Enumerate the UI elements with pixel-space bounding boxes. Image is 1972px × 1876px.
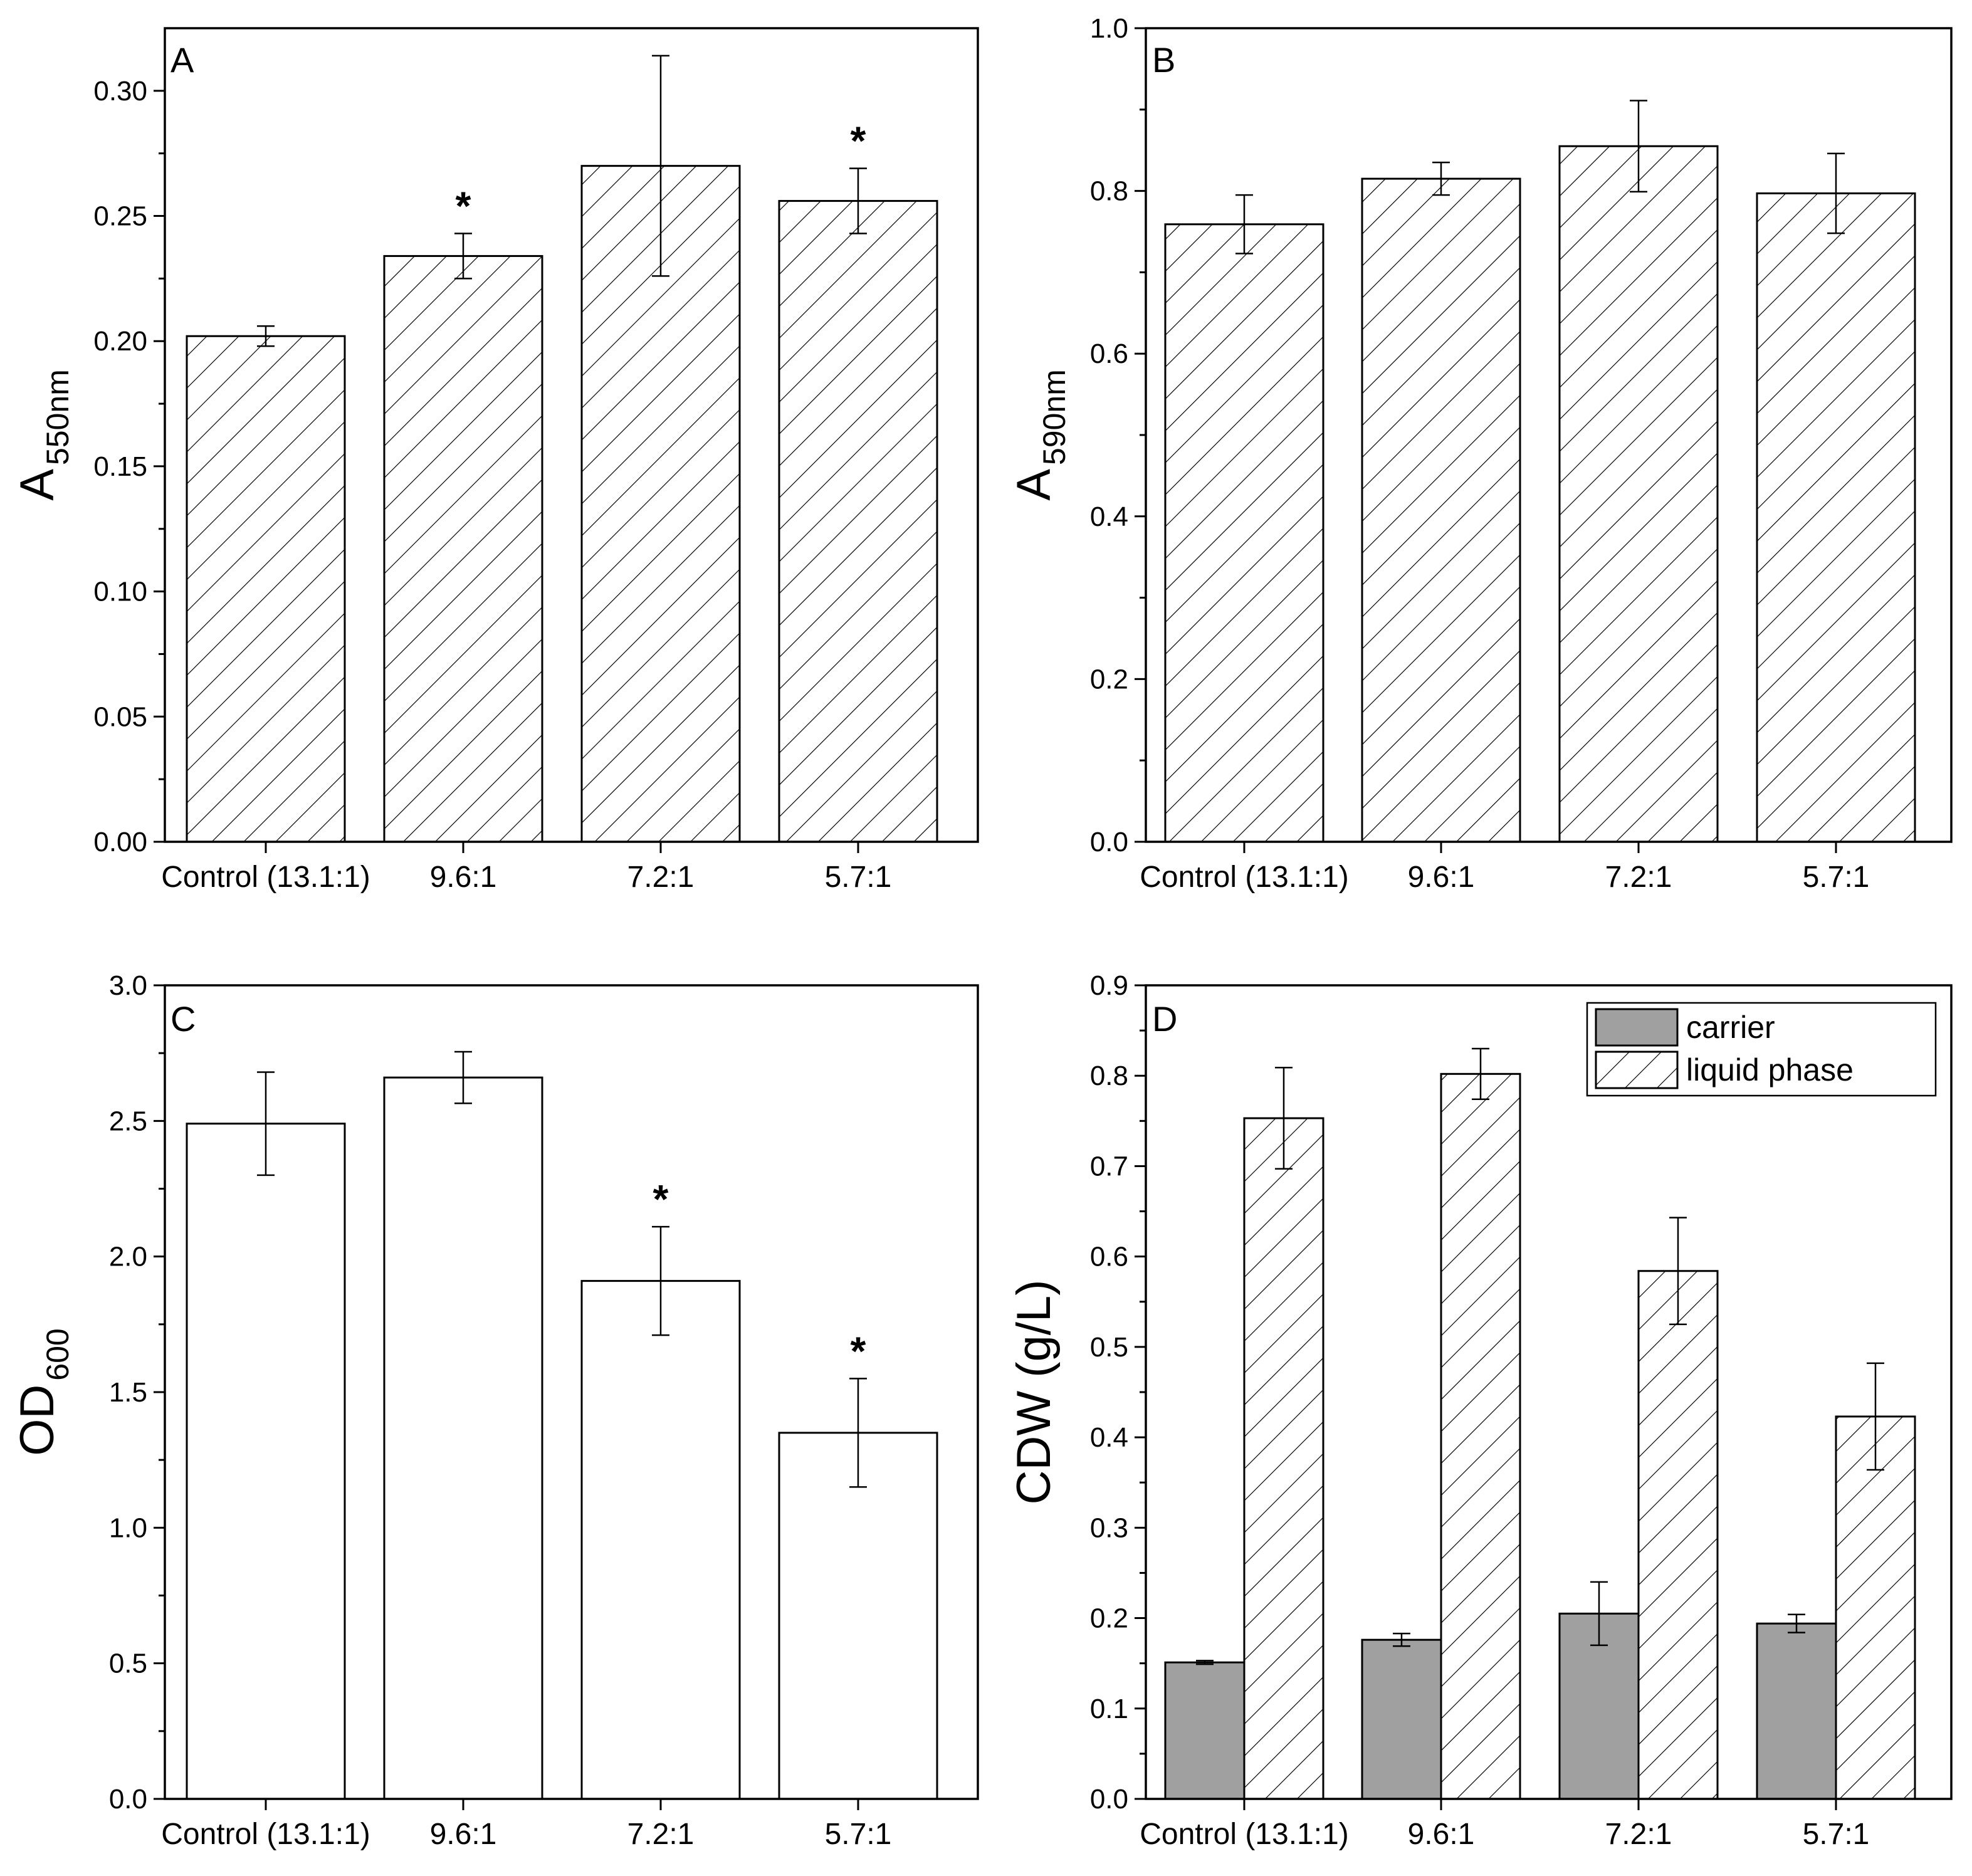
panel-b-ytick-label-5: 0.8 (1090, 176, 1128, 207)
panel-d-category-label-4: 5.7:1 (1803, 1818, 1870, 1851)
panel-b-category-label-1: Control (13.1:1) (1140, 861, 1349, 894)
panel-b-bar-a590nm-3 (1558, 145, 1719, 843)
panel-c-ytick-label-6: 2.5 (109, 1106, 147, 1136)
panel-c-ytick-label-3: 1.0 (109, 1512, 147, 1543)
panel-c-category-label-2: 9.6:1 (430, 1818, 497, 1851)
panel-c-category-label-4: 5.7:1 (825, 1818, 892, 1851)
panel-c-ytick-label-1: 0.0 (109, 1784, 147, 1815)
panel-c-ytick-label-5: 2.0 (109, 1242, 147, 1272)
panel-c-chart: * * 0.0 0.5 1.0 1.5 2.0 2.5 3.0 Control (13.1:1) 9… (11, 970, 979, 1851)
panel-a-plot-frame (164, 27, 979, 843)
panel-c-ytick-label-2: 0.5 (109, 1648, 147, 1679)
panel-b-category-label-2: 9.6:1 (1408, 861, 1475, 894)
panel-d-ytick-label-5: 0.4 (1090, 1422, 1128, 1453)
panel-a-category-label-2: 9.6:1 (430, 861, 497, 894)
panel-a-category-label-1: Control (13.1:1) (161, 861, 370, 894)
panel-b-ytick-label-6: 1.0 (1090, 13, 1128, 44)
panel-d-ytick-label-7: 0.6 (1090, 1242, 1128, 1272)
panel-a-ytick-label-6: 0.25 (93, 201, 147, 232)
panel-c-bar-od600-1 (186, 1123, 346, 1800)
panel-d-bar-liquid-phase-4 (1835, 1415, 1916, 1800)
panel-a-significance-star-2: * (851, 118, 866, 164)
panel-a-category-label-4: 5.7:1 (825, 861, 892, 894)
panel-b-ytick-label-2: 0.2 (1090, 664, 1128, 694)
panel-d-bar-liquid-phase-2 (1440, 1072, 1521, 1800)
panel-d-ytick-label-4: 0.3 (1090, 1512, 1128, 1543)
panel-d-ytick-label-9: 0.8 (1090, 1061, 1128, 1091)
panel-b-ytick-label-1: 0.0 (1090, 827, 1128, 857)
panel-c-y-axis-title: OD 600 (11, 1328, 75, 1455)
panel-c-bar-od600-4 (778, 1432, 938, 1800)
panel-d-bar-liquid-phase-3 (1637, 1270, 1719, 1800)
panel-d-ytick-label-10: 0.9 (1090, 970, 1128, 1001)
panel-c-significance-star-2: * (851, 1328, 866, 1373)
panel-d-ytick-label-2: 0.1 (1090, 1694, 1128, 1724)
panel-a-y-axis-title-subscript: 550nm (40, 369, 75, 465)
panel-d-category-label-2: 9.6:1 (1408, 1818, 1475, 1851)
panel-b-y-axis-title-subscript: 590nm (1037, 369, 1072, 465)
panel-b-bar-a590nm-4 (1756, 192, 1916, 843)
panel-d-category-label-3: 7.2:1 (1605, 1818, 1672, 1851)
panel-d-ytick-label-1: 0.0 (1090, 1784, 1128, 1815)
panel-a-ytick-label-1: 0.00 (93, 827, 147, 857)
panel-b-category-label-3: 7.2:1 (1605, 861, 1672, 894)
panel-a-ytick-label-7: 0.30 (93, 76, 147, 107)
panel-d-category-label-1: Control (13.1:1) (1140, 1818, 1349, 1851)
panel-c-significance-star-1: * (653, 1176, 669, 1222)
panel-c-y-axis-title-main: OD (11, 1385, 64, 1456)
panel-c-bar-od600-2 (383, 1076, 543, 1800)
panel-b-letter: B (1152, 40, 1175, 80)
panel-a-y-axis-title: A 550nm (11, 369, 75, 501)
panel-d-chart: 0.0 0.1 0.2 0.3 0.4 0.5 0.6 0.7 0.8 0.9 Control (1… (1007, 970, 1953, 1851)
panel-b-bar-a590nm-1 (1164, 223, 1324, 843)
panel-d-letter: D (1152, 999, 1177, 1039)
panel-d-legend-label-1: carrier (1686, 1010, 1775, 1045)
panel-b-category-label-4: 5.7:1 (1803, 861, 1870, 894)
panel-d-bar-carrier-2 (1361, 1638, 1442, 1800)
panel-d-y-axis-title-main: CDW (g/L) (1007, 1280, 1061, 1505)
panel-b-chart: 0.0 0.2 0.4 0.6 0.8 1.0 Control (13.1:1) 9.6:1 7… (1007, 13, 1953, 894)
panel-d-legend-swatch-1 (1595, 1008, 1679, 1047)
panel-a-chart: * * 0.00 0.05 0.10 0.15 0.20 0.25 0.30 Control (1… (11, 27, 979, 894)
panel-d-bar-carrier-4 (1756, 1622, 1837, 1800)
panel-c-category-label-1: Control (13.1:1) (161, 1818, 370, 1851)
panel-a-significance-star-1: * (456, 183, 471, 228)
panel-b-y-axis-title: A 590nm (1007, 369, 1072, 501)
panel-a-bar-a550nm-1 (186, 335, 346, 843)
panel-d-legend-swatch-2 (1595, 1051, 1679, 1089)
panel-c-ytick-label-4: 1.5 (109, 1377, 147, 1408)
panel-b-ytick-label-4: 0.6 (1090, 338, 1128, 369)
panel-c-bar-od600-3 (580, 1280, 741, 1800)
panel-b-bar-a590nm-2 (1361, 177, 1521, 843)
panel-c-letter: C (170, 999, 196, 1039)
panel-d-ytick-label-6: 0.5 (1090, 1332, 1128, 1363)
panel-d-y-axis-title: CDW (g/L) (1007, 1280, 1061, 1505)
panel-a-y-axis-title-main: A (11, 469, 64, 501)
panel-a-bar-a550nm-4 (778, 200, 938, 843)
panel-d-bar-carrier-1 (1164, 1661, 1246, 1800)
panel-b-ytick-label-3: 0.4 (1090, 501, 1128, 532)
panel-a-ytick-label-3: 0.10 (93, 577, 147, 607)
panel-d-bar-liquid-phase-1 (1243, 1117, 1324, 1800)
panel-a-bar-a550nm-2 (383, 254, 543, 843)
panel-b-y-axis-title-main: A (1007, 469, 1061, 501)
panel-a-letter: A (170, 40, 194, 80)
panel-c-ytick-label-7: 3.0 (109, 970, 147, 1001)
panel-c-y-axis-title-subscript: 600 (40, 1328, 75, 1380)
panel-d-ytick-label-3: 0.2 (1090, 1603, 1128, 1634)
panel-a-ytick-label-2: 0.05 (93, 701, 147, 732)
panel-d-legend-label-2: liquid phase (1686, 1052, 1854, 1087)
panel-a-category-label-3: 7.2:1 (627, 861, 695, 894)
panel-a-ytick-label-4: 0.15 (93, 451, 147, 482)
panel-a-ytick-label-5: 0.20 (93, 326, 147, 357)
panel-c-category-label-3: 7.2:1 (627, 1818, 695, 1851)
panel-d-ytick-label-8: 0.7 (1090, 1151, 1128, 1182)
